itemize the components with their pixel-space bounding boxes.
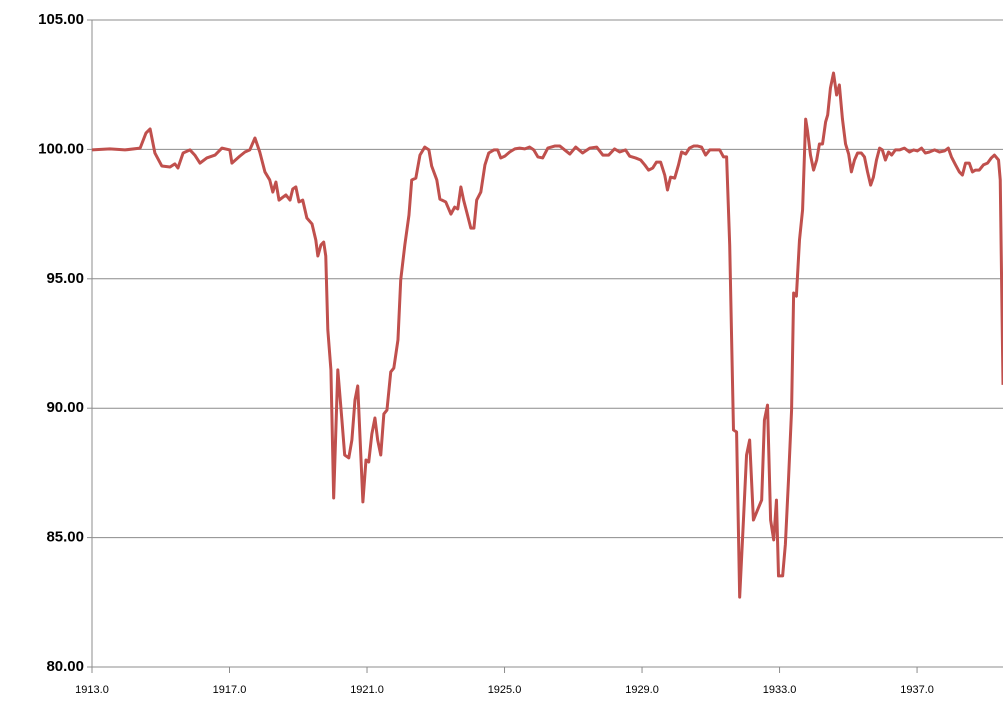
x-tick-label: 1913.0 <box>75 684 109 696</box>
y-tick-label: 105.00 <box>38 11 84 28</box>
y-tick-label: 85.00 <box>46 529 84 546</box>
x-tick-label: 1925.0 <box>488 684 522 696</box>
data-line <box>91 71 1003 599</box>
y-tick-label: 100.00 <box>38 140 84 157</box>
x-tick-label: 1917.0 <box>213 684 247 696</box>
y-tick-label: 80.00 <box>46 658 84 675</box>
x-tick-label: 1921.0 <box>350 684 384 696</box>
y-tick-label: 95.00 <box>46 270 84 287</box>
y-tick-label: 90.00 <box>46 399 84 416</box>
x-tick-label: 1929.0 <box>625 684 659 696</box>
x-tick-label: 1933.0 <box>763 684 797 696</box>
x-tick-label: 1937.0 <box>900 684 934 696</box>
